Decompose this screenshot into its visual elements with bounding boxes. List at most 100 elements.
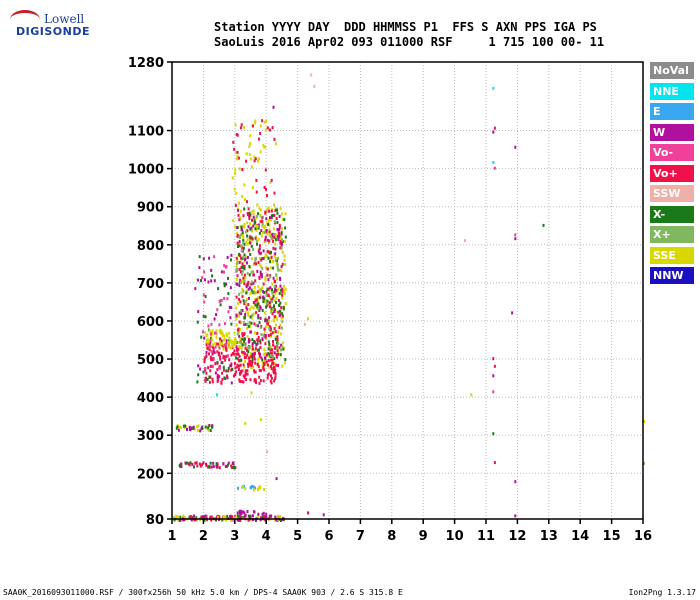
echo-point: [199, 464, 202, 468]
echo-point: [238, 260, 241, 264]
echo-point: [241, 337, 244, 341]
echo-point: [217, 353, 220, 357]
echo-point: [243, 282, 246, 285]
echo-point: [253, 357, 256, 361]
echo-point: [255, 214, 258, 218]
echo-point: [193, 518, 196, 522]
echo-point: [263, 368, 266, 372]
echo-point: [244, 322, 247, 326]
echo-point: [264, 252, 267, 256]
echo-point: [260, 215, 263, 219]
echo-point: [264, 351, 267, 355]
echo-point: [210, 349, 213, 353]
echo-point: [213, 279, 216, 283]
echo-point: [276, 208, 279, 212]
echo-point: [227, 366, 230, 370]
echo-point: [199, 429, 202, 433]
echo-point: [267, 223, 270, 226]
echo-point: [223, 334, 226, 338]
echo-point: [250, 291, 253, 295]
echo-point: [256, 331, 259, 335]
echo-point: [246, 372, 249, 376]
echo-point: [258, 287, 261, 291]
echo-point: [244, 346, 247, 350]
echo-point: [205, 354, 208, 358]
echo-point: [249, 286, 251, 290]
echo-point: [254, 378, 257, 382]
echo-point: [271, 288, 273, 292]
echo-point: [204, 278, 206, 282]
echo-point: [256, 290, 259, 294]
echo-point: [278, 214, 281, 218]
echo-point: [266, 238, 269, 242]
echo-point: [207, 280, 210, 284]
echo-point: [233, 147, 236, 151]
echo-point: [242, 510, 245, 514]
x-tick-label: 4: [262, 529, 271, 544]
echo-point: [266, 207, 269, 211]
legend-item-w: W: [650, 123, 694, 141]
echo-point: [226, 256, 229, 259]
echo-point: [271, 362, 274, 366]
echo-point: [218, 466, 221, 470]
echo-point: [266, 303, 269, 307]
echo-point: [254, 370, 257, 374]
echo-point: [246, 353, 249, 357]
echo-point: [221, 343, 224, 347]
echo-point: [269, 327, 272, 331]
echo-point: [224, 355, 226, 359]
echo-point: [259, 294, 262, 298]
echo-point: [255, 311, 258, 315]
echo-point: [200, 515, 203, 519]
echo-point: [267, 287, 270, 291]
echo-point: [207, 428, 210, 432]
echo-point: [235, 264, 238, 268]
echo-point: [209, 429, 212, 432]
echo-point: [235, 370, 238, 374]
echo-point: [243, 376, 246, 380]
echo-point: [256, 224, 259, 228]
echo-point: [222, 368, 225, 372]
echo-point: [260, 229, 263, 233]
echo-point: [264, 168, 267, 172]
echo-point: [281, 227, 283, 231]
echo-point: [269, 218, 272, 222]
echo-point: [185, 461, 187, 465]
echo-point: [204, 425, 207, 429]
echo-point: [259, 326, 262, 330]
echo-point: [238, 354, 241, 358]
echo-point: [279, 236, 282, 239]
echo-point: [243, 242, 246, 246]
echo-point: [257, 223, 260, 227]
echo-point: [254, 361, 257, 365]
echo-point: [249, 253, 252, 256]
echo-point: [280, 246, 283, 250]
echo-point: [240, 312, 243, 316]
echo-point: [236, 363, 239, 367]
echo-point: [211, 329, 214, 333]
echo-point: [242, 214, 245, 218]
echo-point: [283, 254, 286, 258]
plot-area: 1 2 3 4 5 6 7 8 9 10 11 12 13 14 15 1680200300400500600…: [128, 56, 652, 544]
echo-point: [266, 209, 269, 213]
echo-point: [269, 305, 271, 309]
echo-point: [248, 235, 251, 239]
echo-point: [241, 266, 244, 269]
echo-point: [263, 327, 266, 331]
echo-point: [246, 229, 249, 233]
echo-point: [266, 126, 269, 130]
echo-point: [221, 334, 224, 338]
echo-point: [229, 339, 232, 343]
echo-point: [228, 331, 231, 335]
echo-point: [258, 296, 261, 300]
echo-point: [254, 486, 257, 490]
echo-point: [273, 235, 276, 239]
echo-point: [225, 369, 228, 373]
echo-point: [230, 353, 233, 357]
echo-point: [246, 510, 249, 513]
echo-point: [262, 295, 265, 299]
logo-line2: DIGISONDE: [16, 25, 90, 38]
echo-point: [239, 363, 242, 367]
echo-point: [250, 355, 253, 359]
echo-point: [280, 348, 282, 352]
